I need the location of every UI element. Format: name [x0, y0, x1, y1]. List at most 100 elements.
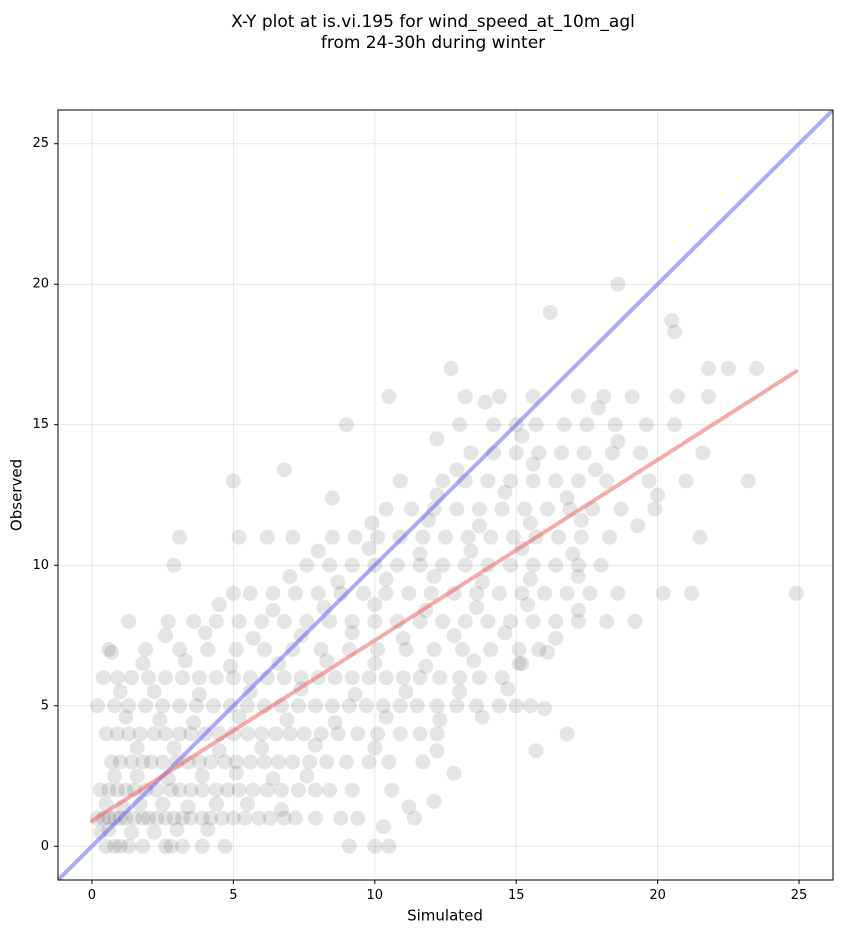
- y-tick-label: 20: [32, 277, 49, 292]
- data-point: [290, 698, 306, 714]
- data-point: [163, 838, 179, 854]
- data-point: [225, 810, 241, 826]
- data-point: [559, 585, 575, 601]
- data-point: [285, 529, 301, 545]
- x-tick-label: 10: [367, 888, 384, 903]
- data-point: [350, 810, 366, 826]
- data-point: [539, 644, 555, 660]
- data-point: [720, 361, 736, 377]
- data-point: [514, 656, 530, 672]
- data-point: [483, 529, 499, 545]
- data-point: [327, 715, 343, 731]
- data-point: [525, 557, 541, 573]
- data-point: [107, 698, 123, 714]
- data-point: [341, 838, 357, 854]
- data-point: [740, 473, 756, 489]
- grid: [58, 110, 833, 880]
- data-point: [341, 698, 357, 714]
- data-point: [98, 726, 114, 742]
- data-point: [370, 726, 386, 742]
- data-point: [355, 585, 371, 601]
- data-point: [531, 642, 547, 658]
- x-tick-label: 25: [791, 888, 808, 903]
- chart-title-line-1: X-Y plot at is.vi.195 for wind_speed_at_…: [231, 12, 635, 32]
- data-point: [282, 568, 298, 584]
- data-point: [310, 543, 326, 559]
- data-point: [327, 670, 343, 686]
- data-point: [172, 698, 188, 714]
- data-point: [522, 571, 538, 587]
- data-point: [259, 529, 275, 545]
- data-point: [211, 743, 227, 759]
- data-point: [412, 670, 428, 686]
- data-point: [576, 445, 592, 461]
- data-point: [548, 613, 564, 629]
- data-point: [282, 726, 298, 742]
- data-point: [604, 445, 620, 461]
- one-to-one-line: [58, 110, 833, 880]
- data-point: [429, 698, 445, 714]
- data-point: [324, 490, 340, 506]
- data-point: [452, 417, 468, 433]
- data-point: [593, 557, 609, 573]
- data-point: [322, 613, 338, 629]
- data-point: [98, 838, 114, 854]
- data-point: [172, 642, 188, 658]
- data-point: [273, 802, 289, 818]
- data-point: [429, 431, 445, 447]
- data-point: [370, 529, 386, 545]
- data-point: [528, 417, 544, 433]
- data-point: [157, 838, 173, 854]
- data-point: [231, 709, 247, 725]
- data-point: [265, 771, 281, 787]
- data-point: [486, 417, 502, 433]
- data-point: [344, 670, 360, 686]
- data-point: [684, 585, 700, 601]
- data-point: [378, 709, 394, 725]
- data-point: [522, 515, 538, 531]
- data-point: [206, 698, 222, 714]
- data-point: [508, 445, 524, 461]
- data-point: [565, 546, 581, 562]
- data-point: [471, 518, 487, 534]
- data-point: [319, 754, 335, 770]
- data-point: [392, 473, 408, 489]
- data-point: [208, 613, 224, 629]
- data-point: [432, 670, 448, 686]
- data-point: [477, 394, 493, 410]
- data-point: [262, 810, 278, 826]
- data-point: [177, 653, 193, 669]
- data-point: [160, 613, 176, 629]
- data-point: [378, 585, 394, 601]
- data-point: [599, 473, 615, 489]
- data-point: [548, 557, 564, 573]
- data-point: [503, 557, 519, 573]
- data-point: [307, 810, 323, 826]
- data-point: [570, 602, 586, 618]
- data-point: [480, 613, 496, 629]
- data-point: [395, 670, 411, 686]
- data-point: [401, 799, 417, 815]
- data-point: [141, 670, 157, 686]
- data-point: [104, 754, 120, 770]
- data-point: [276, 462, 292, 478]
- data-point: [124, 754, 140, 770]
- data-point: [463, 445, 479, 461]
- data-point: [254, 740, 270, 756]
- data-point: [398, 642, 414, 658]
- data-point: [242, 754, 258, 770]
- data-point: [367, 656, 383, 672]
- data-point: [296, 726, 312, 742]
- data-point: [457, 613, 473, 629]
- data-point: [95, 670, 111, 686]
- data-point: [183, 810, 199, 826]
- data-point: [112, 838, 128, 854]
- data-point: [118, 709, 134, 725]
- data-point: [435, 557, 451, 573]
- data-point: [200, 642, 216, 658]
- x-axis-label: Simulated: [407, 907, 483, 925]
- data-point: [231, 613, 247, 629]
- data-point: [582, 585, 598, 601]
- data-point: [135, 656, 151, 672]
- data-point: [330, 726, 346, 742]
